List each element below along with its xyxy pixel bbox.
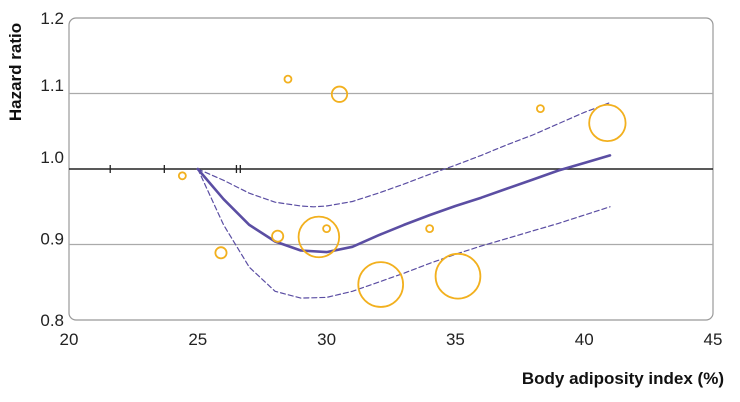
study-point [425,224,435,234]
dose-response-curve [196,154,612,254]
study-point [357,261,404,308]
study-point [214,246,228,260]
study-point [322,224,332,234]
point-layer [177,74,627,308]
confidence-band-line [197,102,611,208]
study-point [177,171,187,181]
y-axis-title: Hazard ratio [6,23,25,121]
study-point [588,103,627,143]
study-point [330,85,349,103]
x-tick-label: 20 [60,330,79,349]
study-point [271,229,285,243]
grid-layer [69,92,713,246]
study-point [434,252,482,300]
y-tick-label: 1.1 [40,76,64,95]
curve-layer [196,102,612,299]
y-tick-label: 1.2 [40,9,64,28]
y-tick-label: 1.0 [40,148,64,167]
x-tick-label: 45 [704,330,723,349]
study-point [536,104,545,113]
y-tick-label: 0.9 [40,230,64,249]
study-point [283,74,293,84]
x-axis-title: Body adiposity index (%) [522,369,724,388]
x-tick-label: 40 [575,330,594,349]
x-tick-label: 30 [317,330,336,349]
confidence-band-line [197,168,611,299]
reference-layer [69,165,713,173]
x-tick-label: 25 [188,330,207,349]
x-tick-label: 35 [446,330,465,349]
study-point [297,215,341,259]
y-tick-label: 0.8 [40,311,64,330]
